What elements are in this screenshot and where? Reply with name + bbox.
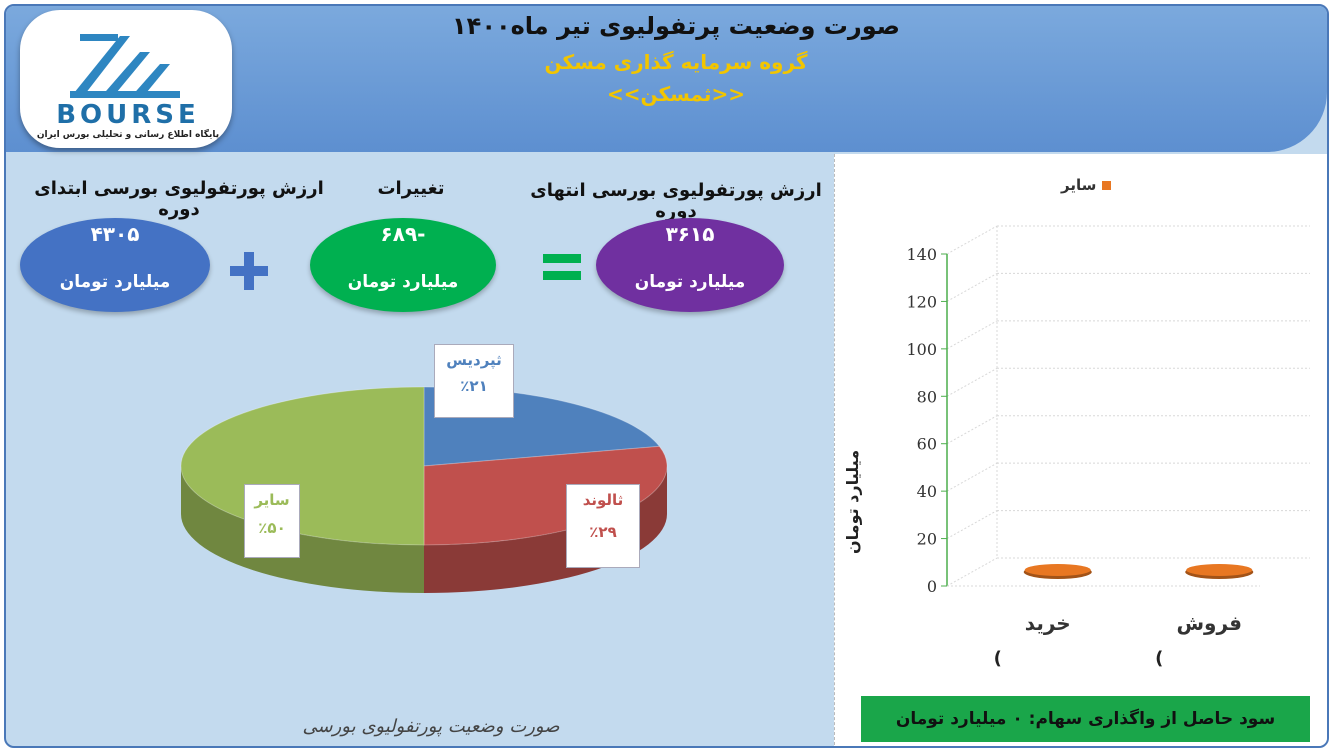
start-value-ellipse: ۴۳۰۵ میلیارد تومان	[20, 218, 210, 312]
company-symbol: <<ثمسکن>>	[607, 82, 745, 106]
start-value-unit: میلیارد تومان	[59, 272, 171, 292]
y-tick-label: 40	[917, 482, 937, 501]
bar-legend: سایر	[1061, 176, 1112, 194]
grid-diagonal	[946, 320, 998, 350]
end-value-ellipse: ۳۶۱۵ میلیارد تومان	[596, 218, 784, 312]
y-tick-label: 20	[917, 530, 937, 549]
grid-diagonal	[946, 415, 998, 445]
trade-bar-chart-panel: سایر 0 20 40 60 80 100 120 140 خرید ( فروش ( میلیار…	[834, 154, 1327, 746]
start-value: ۴۳۰۵	[90, 222, 140, 246]
grid-diagonal	[946, 272, 998, 302]
y-tick-label: 60	[917, 435, 937, 454]
bourse-logo: BOURSE پایگاه اطلاع رسانی و تحلیلی بورس …	[20, 10, 232, 148]
pie-label-pardis: ثپردیس ٪۲۱	[434, 344, 514, 418]
y-tick-label: 0	[927, 577, 937, 596]
x-tick-label: فروش	[1176, 611, 1242, 635]
logo-subtitle: پایگاه اطلاع رسانی و تحلیلی بورس ایران	[36, 130, 220, 140]
change-ellipse: -۶۸۹ میلیارد تومان	[310, 218, 496, 312]
legend-label: سایر	[1061, 176, 1097, 194]
x-tick-label: خرید	[1025, 611, 1071, 635]
end-value-unit: میلیارد تومان	[634, 272, 746, 292]
profit-note: سود حاصل از واگذاری سهام: ۰ میلیارد توما…	[861, 696, 1310, 742]
header-banner: BOURSE پایگاه اطلاع رسانی و تحلیلی بورس …	[6, 6, 1327, 152]
bar-y-axis-label: میلیارد تومان	[843, 449, 862, 554]
dashboard-frame: BOURSE پایگاه اطلاع رسانی و تحلیلی بورس …	[4, 4, 1329, 748]
pie-label-name: ثالوند	[582, 491, 624, 509]
logo-mark-icon	[70, 34, 180, 98]
y-tick-label: 100	[906, 340, 937, 359]
grid-diagonal	[946, 225, 998, 255]
end-value-label: ارزش پورتفولیوی بورسی انتهای دوره	[530, 180, 822, 222]
pie-label-name: سایر	[254, 491, 290, 509]
start-value-label: ارزش پورتفولیوی بورسی ابتدای دوره	[34, 178, 324, 220]
pie-side-سایر	[181, 466, 424, 593]
pie-label-percent: ٪۵۰	[258, 519, 286, 537]
grid-diagonal	[946, 462, 998, 492]
change-label: تغییرات	[377, 178, 445, 199]
x-tick-suffix: (	[1155, 648, 1163, 669]
portfolio-pie-chart	[166, 336, 686, 656]
bar-chart-svg: 0 20 40 60 80 100 120 140 خرید ( فروش (	[906, 225, 1310, 669]
pie-label-percent: ٪۲۱	[460, 377, 488, 395]
grid-diagonal	[946, 367, 998, 397]
bar-top	[1186, 564, 1253, 576]
bar-top	[1024, 564, 1091, 576]
pie-label-name: ثپردیس	[446, 351, 502, 369]
equals-icon	[543, 254, 581, 280]
grid-diagonal	[946, 557, 998, 587]
grid-diagonal	[946, 510, 998, 540]
legend-swatch	[1102, 181, 1112, 190]
pie-label-percent: ٪۲۹	[589, 523, 617, 541]
plus-icon	[230, 252, 268, 290]
pie-chart-svg	[180, 386, 668, 593]
pie-slice-سایر	[180, 386, 425, 546]
page-title: صورت وضعیت پرتفولیوی تیر ماه۱۴۰۰	[452, 12, 900, 40]
pie-label-other: سایر ٪۵۰	[244, 484, 300, 558]
logo-wordmark: BOURSE	[56, 100, 200, 130]
pie-footer-caption: صورت وضعیت پورتفولیوی بورسی	[302, 716, 560, 737]
y-tick-label: 140	[906, 245, 937, 264]
pie-label-alvand: ثالوند ٪۲۹	[566, 484, 640, 568]
y-tick-label: 80	[917, 387, 937, 406]
end-value: ۳۶۱۵	[665, 222, 715, 246]
y-tick-label: 120	[906, 292, 937, 311]
company-name: گروه سرمایه گذاری مسکن	[544, 50, 808, 74]
change-unit: میلیارد تومان	[347, 272, 459, 292]
x-tick-suffix: (	[994, 648, 1002, 669]
change-value: -۶۸۹	[380, 222, 426, 246]
